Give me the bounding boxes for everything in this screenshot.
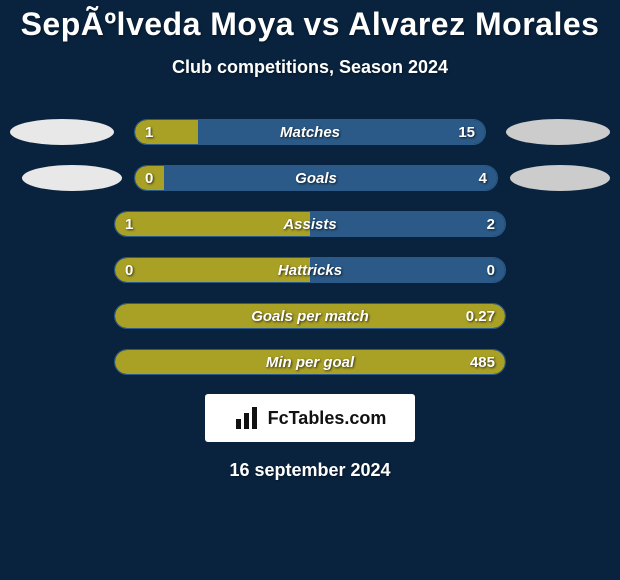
- avatar-spacer: [10, 349, 114, 375]
- stat-value-right: 4: [479, 170, 487, 187]
- stat-value-left: 1: [145, 124, 153, 141]
- stat-metric-label: Goals: [295, 170, 337, 187]
- stat-row: 1 Matches 15: [10, 118, 610, 146]
- stat-bar: Goals per match 0.27: [114, 303, 506, 329]
- snapshot-date: 16 september 2024: [0, 460, 620, 481]
- stat-value-right: 15: [458, 124, 475, 141]
- stat-metric-label: Matches: [280, 124, 340, 141]
- bar-segment-right: [198, 120, 485, 144]
- avatar-spacer: [506, 211, 610, 237]
- bar-segment-right: [310, 212, 505, 236]
- stat-row: 0 Hattricks 0: [10, 256, 610, 284]
- bar-segment-left: [115, 212, 310, 236]
- stat-value-right: 2: [487, 216, 495, 233]
- player-left-avatar: [22, 165, 122, 191]
- comparison-subtitle: Club competitions, Season 2024: [0, 57, 620, 78]
- stat-value-left: 1: [125, 216, 133, 233]
- comparison-title: SepÃºlveda Moya vs Alvarez Morales: [0, 0, 620, 43]
- player-right-avatar: [510, 165, 610, 191]
- avatar-spacer: [506, 257, 610, 283]
- stat-bar: Min per goal 485: [114, 349, 506, 375]
- player-left-avatar: [10, 119, 114, 145]
- stat-row: Min per goal 485: [10, 348, 610, 376]
- stat-value-left: 0: [145, 170, 153, 187]
- fctables-logo-text: FcTables.com: [268, 408, 387, 429]
- stat-value-right: 485: [470, 354, 495, 371]
- comparison-chart: 1 Matches 15 0 Goals 4 1 Assists 2 0 Hattricks 0 Goa…: [0, 118, 620, 376]
- stat-row: 0 Goals 4: [10, 164, 610, 192]
- fctables-logo-box: FcTables.com: [205, 394, 415, 442]
- stat-value-right: 0.27: [466, 308, 495, 325]
- avatar-spacer: [506, 303, 610, 329]
- stat-metric-label: Hattricks: [278, 262, 342, 279]
- stat-bar: 1 Matches 15: [134, 119, 486, 145]
- avatar-spacer: [506, 349, 610, 375]
- player-right-avatar: [506, 119, 610, 145]
- stat-row: Goals per match 0.27: [10, 302, 610, 330]
- avatar-spacer: [10, 303, 114, 329]
- stat-bar: 0 Hattricks 0: [114, 257, 506, 283]
- stat-row: 1 Assists 2: [10, 210, 610, 238]
- avatar-spacer: [10, 211, 114, 237]
- stat-metric-label: Assists: [283, 216, 336, 233]
- stat-value-left: 0: [125, 262, 133, 279]
- stat-metric-label: Min per goal: [266, 354, 354, 371]
- stat-bar: 1 Assists 2: [114, 211, 506, 237]
- stat-value-right: 0: [487, 262, 495, 279]
- stat-metric-label: Goals per match: [251, 308, 369, 325]
- fctables-chart-icon: [234, 407, 262, 429]
- avatar-spacer: [10, 257, 114, 283]
- stat-bar: 0 Goals 4: [134, 165, 498, 191]
